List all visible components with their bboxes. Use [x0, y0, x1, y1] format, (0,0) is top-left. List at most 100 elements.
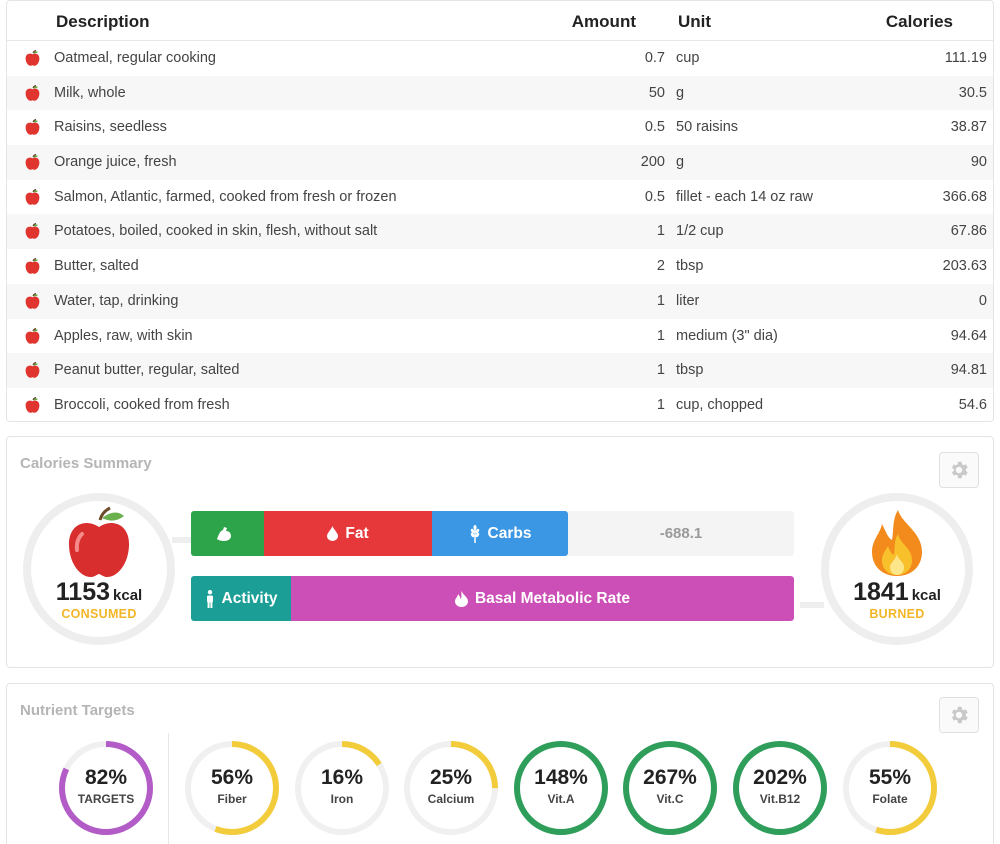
fat-label: Fat: [345, 524, 369, 542]
apple-icon: [25, 396, 40, 413]
nutrient-ring-gauge: [295, 741, 389, 835]
food-unit: cup: [676, 50, 700, 66]
nutrient-percent: 25%: [429, 766, 473, 789]
table-row[interactable]: Butter, salted 2 tbsp 203.63: [7, 249, 993, 284]
nutrient-ring-gauge: [404, 741, 498, 835]
nutrient-ring[interactable]: 202% Vit.B12: [731, 739, 829, 837]
food-unit: g: [676, 154, 685, 171]
nutrient-percent: 148%: [534, 766, 588, 789]
nutrient-ring-gauge: [59, 741, 153, 835]
column-header-calories[interactable]: Calories: [885, 12, 953, 31]
flame-icon: [872, 510, 922, 576]
intake-bar: Fat Carbs -688.1: [191, 511, 794, 556]
nutrient-ring[interactable]: 82% TARGETS: [57, 739, 155, 837]
food-calories: 203.63: [942, 258, 987, 275]
consumed-label: CONSUMED: [61, 607, 137, 621]
flame-small-icon: [454, 590, 468, 607]
nutrient-label: Folate: [872, 792, 908, 806]
nutrient-ring-gauge: [185, 741, 279, 835]
nutrient-ring[interactable]: 25% Calcium: [402, 739, 500, 837]
food-unit: 1/2 cup: [676, 223, 724, 240]
table-row[interactable]: Potatoes, boiled, cooked in skin, flesh,…: [7, 214, 993, 250]
nutrient-percent: 267%: [643, 766, 697, 789]
nutrient-ring[interactable]: 148% Vit.A: [512, 739, 610, 837]
food-description: Potatoes, boiled, cooked in skin, flesh,…: [54, 223, 378, 240]
apple-icon: [25, 292, 40, 309]
carbs-label: Carbs: [487, 524, 532, 542]
food-unit: 50 raisins: [676, 119, 739, 136]
table-row[interactable]: Raisins, seedless 0.5 50 raisins 38.87: [7, 110, 993, 145]
table-row[interactable]: Water, tap, drinking 1 liter 0: [7, 283, 993, 319]
food-calories: 30.5: [958, 84, 987, 101]
gear-icon: [951, 706, 968, 724]
food-unit: cup, chopped: [676, 396, 764, 413]
activity-label: Activity: [221, 589, 278, 607]
table-row[interactable]: Oatmeal, regular cooking 0.7 cup 111.19: [7, 41, 993, 76]
nutrient-ring[interactable]: 16% Iron: [293, 739, 391, 837]
burned-connector: [800, 602, 824, 608]
table-row[interactable]: Apples, raw, with skin 1 medium (3" dia) 94…: [7, 319, 993, 354]
nutrient-ring[interactable]: 56% Fiber: [183, 739, 281, 837]
burn-bar: Activity Basal Metabolic Rate: [191, 576, 794, 621]
carbs-segment[interactable]: Carbs: [432, 511, 568, 556]
nutrient-label: Fiber: [217, 792, 247, 806]
table-row[interactable]: Salmon, Atlantic, farmed, cooked from fr…: [7, 180, 993, 215]
apple-icon: [25, 84, 40, 101]
table-row[interactable]: Broccoli, cooked from fresh 1 cup, chopped…: [7, 388, 993, 421]
food-calories: 94.64: [950, 327, 987, 344]
food-unit: g: [676, 84, 685, 101]
fat-segment[interactable]: Fat: [264, 511, 432, 556]
table-row[interactable]: Peanut butter, regular, salted 1 tbsp 94.81: [7, 353, 993, 388]
summary-settings-button[interactable]: [939, 452, 979, 488]
wheat-icon: [470, 524, 479, 543]
activity-segment[interactable]: Activity: [191, 576, 291, 621]
panel-title: Nutrient Targets: [20, 702, 135, 719]
protein-segment[interactable]: [191, 511, 264, 556]
nutrient-percent: 82%: [84, 766, 128, 789]
food-calories: 94.81: [950, 362, 987, 379]
nutrient-ring[interactable]: 267% Vit.C: [621, 739, 719, 837]
bmr-segment[interactable]: Basal Metabolic Rate: [291, 576, 794, 621]
nutrient-percent: 55%: [868, 766, 912, 789]
nutrient-percent: 56%: [210, 766, 254, 789]
food-calories: 67.86: [950, 223, 987, 240]
nutrient-label: Vit.B12: [759, 792, 801, 806]
burned-label: BURNED: [869, 607, 925, 621]
apple-icon: [25, 362, 40, 378]
burned-ring: 1841 kcal BURNED: [818, 490, 976, 648]
table-header: Description Amount Unit Calories: [7, 1, 993, 41]
burned-value: 1841 kcal: [818, 578, 976, 607]
food-amount: 1: [656, 327, 665, 344]
nutrient-label: Vit.A: [547, 792, 575, 806]
panel-title: Calories Summary: [20, 455, 152, 472]
apple-icon: [25, 119, 40, 136]
food-amount: 1: [656, 223, 665, 240]
nutrient-ring-gauge: [733, 741, 827, 835]
nutrient-label: Vit.C: [656, 792, 684, 806]
nutrient-label: TARGETS: [77, 792, 135, 806]
column-header-unit[interactable]: Unit: [678, 12, 712, 31]
apple-icon: [25, 154, 40, 170]
table-row[interactable]: Orange juice, fresh 200 g 90: [7, 145, 993, 180]
targets-settings-button[interactable]: [939, 697, 979, 733]
nutrient-targets-panel: Nutrient Targets: [6, 683, 994, 844]
food-amount: 1: [656, 292, 665, 309]
nutrient-ring[interactable]: 55% Folate: [841, 739, 939, 837]
food-amount: 1: [656, 396, 665, 413]
column-header-description[interactable]: Description: [56, 12, 150, 31]
apple-icon: [25, 223, 40, 240]
apple-icon: [25, 258, 40, 274]
food-calories: 111.19: [944, 50, 987, 66]
food-calories: 0: [978, 292, 987, 309]
food-description: Orange juice, fresh: [54, 154, 177, 171]
food-unit: tbsp: [676, 362, 704, 379]
nutrient-percent: 202%: [753, 766, 807, 789]
burned-kcal: 1841: [853, 578, 909, 606]
food-unit: tbsp: [676, 258, 704, 275]
food-description: Oatmeal, regular cooking: [54, 50, 216, 66]
table-row[interactable]: Milk, whole 50 g 30.5: [7, 75, 993, 111]
calorie-balance: -688.1: [568, 511, 794, 556]
nutrient-label: Calcium: [427, 792, 475, 806]
column-header-amount[interactable]: Amount: [571, 12, 636, 31]
drop-icon: [327, 526, 339, 541]
